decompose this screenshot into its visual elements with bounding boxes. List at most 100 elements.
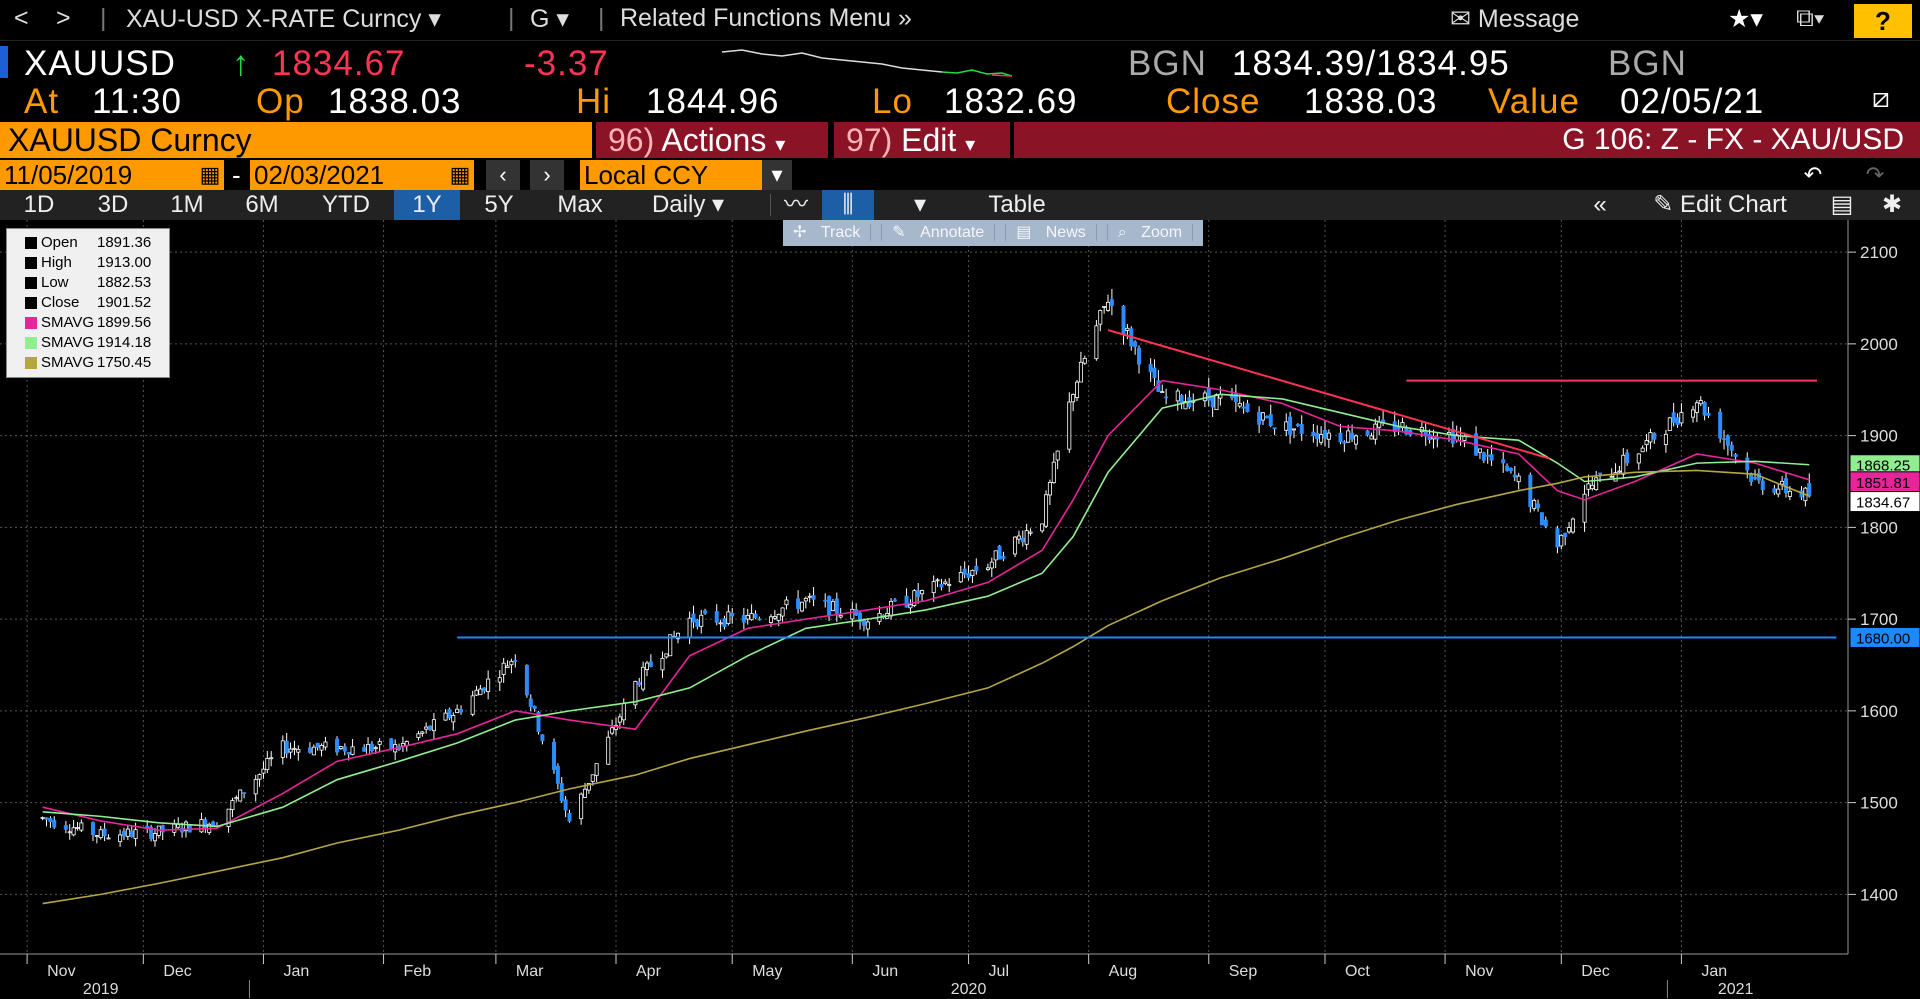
candle-body: [865, 621, 870, 630]
annotate-tool[interactable]: ✎ Annotate: [882, 224, 1007, 241]
candle-body: [106, 837, 111, 840]
candle-body: [1001, 556, 1006, 559]
zoom-tool[interactable]: ⌕ Zoom: [1108, 224, 1203, 241]
redo-icon[interactable]: ↷: [1850, 160, 1900, 190]
x-axis-background: [0, 954, 1920, 999]
undo-icon[interactable]: ↶: [1788, 160, 1838, 190]
edit-chart-button[interactable]: ✎ Edit Chart: [1630, 190, 1810, 220]
candle-body: [1102, 305, 1107, 308]
trendline: [1107, 329, 1550, 460]
x-month-label: Aug: [1109, 963, 1137, 980]
candle-body: [1350, 432, 1355, 440]
next-range-button[interactable]: ›: [530, 160, 564, 190]
back-button[interactable]: <: [14, 4, 29, 32]
candle-body: [1539, 512, 1544, 526]
favorites-button[interactable]: ★▾: [1728, 5, 1763, 33]
line-chart-icon[interactable]: 〰: [784, 191, 808, 218]
edit-menu[interactable]: 97) Edit ▾: [834, 122, 1010, 158]
related-functions-menu[interactable]: Related Functions Menu »: [620, 4, 912, 33]
value-tag: [1849, 491, 1920, 513]
candle-body: [459, 709, 464, 713]
price-chart[interactable]: 1400 1500 1600 1700 1800 1900 2000 2100 Nov Dec J…: [0, 220, 1920, 999]
candle-body: [1477, 448, 1482, 453]
candle-body: [470, 695, 475, 715]
period-1m[interactable]: 1M: [170, 191, 204, 218]
end-date-field[interactable]: 02/03/2021: [250, 160, 446, 190]
forward-button[interactable]: >: [56, 4, 71, 32]
candle-body: [1125, 327, 1130, 331]
x-month-label: Mar: [516, 963, 544, 980]
candle-body: [94, 835, 99, 837]
security-name[interactable]: XAUUSD Curncy: [0, 122, 592, 158]
candle-body: [1121, 305, 1126, 335]
help-button[interactable]: ?: [1854, 4, 1912, 38]
at-time: 11:30: [92, 82, 182, 121]
candle-body: [644, 662, 649, 671]
candlestick-icon[interactable]: ⫼: [822, 190, 874, 220]
candle-body: [48, 818, 53, 822]
gear-icon[interactable]: ✱: [1881, 191, 1903, 218]
candle-body: [1532, 500, 1537, 509]
news-tool[interactable]: ▤ News: [1006, 224, 1108, 241]
candle-body: [985, 567, 990, 570]
collapse-icon[interactable]: «: [1593, 191, 1607, 218]
divider: |: [598, 4, 605, 32]
start-date-field[interactable]: 11/05/2019: [0, 160, 196, 190]
track-tool[interactable]: ✢ Track: [783, 224, 883, 241]
candle-body: [1268, 414, 1273, 427]
frequency-dropdown[interactable]: Daily ▾: [626, 190, 750, 220]
x-month-label: Apr: [636, 963, 662, 980]
candle-body: [307, 747, 312, 753]
period-max[interactable]: Max: [557, 191, 603, 218]
divider: [770, 194, 771, 216]
period-3d[interactable]: 3D: [97, 191, 129, 218]
candle-body: [1644, 440, 1649, 446]
chart-style-icon[interactable]: ▤: [1830, 191, 1854, 218]
legend-row: SMAVG 1750.45: [11, 353, 169, 373]
window-button[interactable]: ⧉▾: [1796, 4, 1825, 32]
candle-body: [486, 678, 491, 692]
candle-body: [338, 746, 343, 749]
candle-body: [827, 595, 832, 616]
actions-menu[interactable]: 96) Actions ▾: [596, 122, 828, 158]
candle-body: [133, 829, 138, 839]
candle-body: [931, 581, 936, 594]
candle-body: [1640, 447, 1645, 453]
period-1y[interactable]: 1Y: [394, 190, 460, 220]
candle-body: [1055, 450, 1060, 461]
security-dropdown[interactable]: XAU-USD X-RATE Curncy ▾: [126, 4, 441, 34]
candle-body: [1075, 381, 1080, 398]
candle-body: [904, 595, 909, 608]
candle-body: [1326, 432, 1331, 440]
calendar-icon[interactable]: ▦: [196, 160, 224, 190]
calendar-icon[interactable]: ▦: [446, 160, 474, 190]
candle-body: [1016, 535, 1021, 540]
period-5y[interactable]: 5Y: [484, 191, 514, 218]
chevron-down-icon[interactable]: ▾: [762, 160, 792, 190]
legend-row: Open 1891.36: [11, 233, 169, 253]
table-button[interactable]: Table: [988, 191, 1046, 218]
currency-dropdown[interactable]: Local CCY: [580, 160, 792, 190]
x-month-label: Nov: [47, 963, 75, 980]
frequency-label: Daily: [651, 191, 706, 218]
candle-body: [1508, 468, 1513, 471]
period-1d[interactable]: 1D: [23, 191, 55, 218]
net-change: -3.37: [524, 44, 609, 83]
annotation-toolbar: ✢ Track ✎ Annotate ▤ News ⌕ Zoom: [783, 220, 1204, 246]
chevron-down-icon[interactable]: ▾: [913, 191, 927, 218]
message-button[interactable]: ✉ Message: [1450, 4, 1579, 34]
function-dropdown[interactable]: G ▾: [530, 4, 569, 34]
candle-body: [916, 590, 921, 597]
x-month-label: Nov: [1465, 963, 1493, 980]
candle-body: [1020, 537, 1025, 543]
prev-range-button[interactable]: ‹: [486, 160, 520, 190]
legend-value: 1750.45: [97, 354, 152, 371]
period-ytd[interactable]: YTD: [322, 191, 370, 218]
x-axis: Nov Dec Jan Feb Mar Apr May Jun Jul Aug Sep Oct Nov D…: [0, 953, 1920, 999]
legend-swatch: [25, 317, 37, 330]
candle-body: [1481, 452, 1486, 461]
chart-icon[interactable]: ⧄: [1872, 82, 1891, 113]
indicator-lines: [42, 379, 1810, 905]
period-6m[interactable]: 6M: [245, 191, 279, 218]
